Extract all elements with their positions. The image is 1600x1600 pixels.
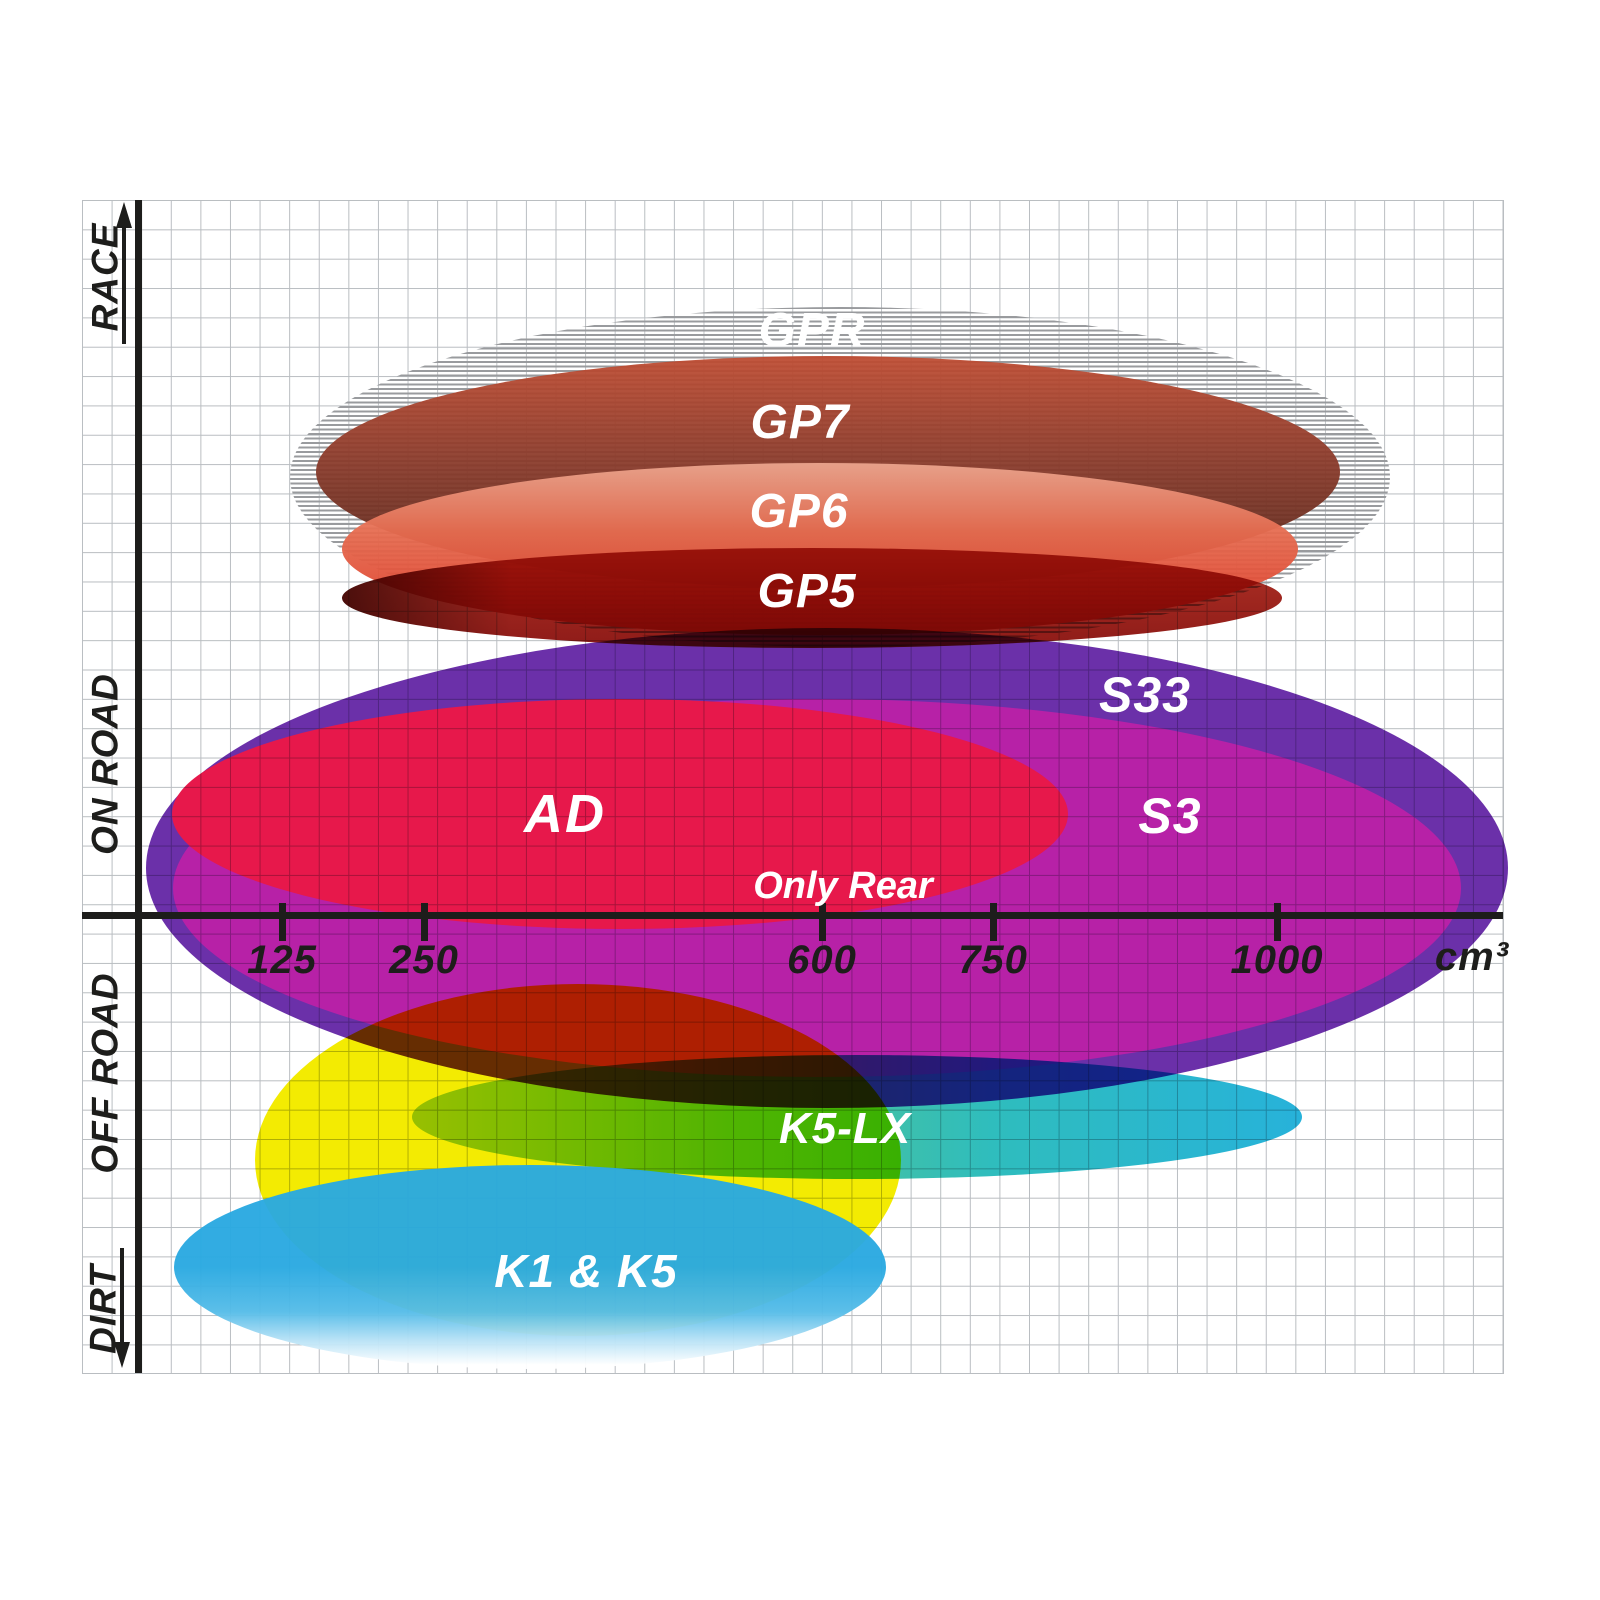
- x-tick-label-250: 250: [389, 938, 459, 982]
- s33-label: S33: [1099, 667, 1191, 723]
- x-tick-750: [990, 903, 997, 941]
- y-axis-line: [135, 200, 142, 1373]
- s3-label: S3: [1138, 788, 1202, 844]
- dirt-down-arrow-icon: [114, 1342, 130, 1368]
- race-up-arrow-shaft: [122, 226, 126, 344]
- k1k5-region-ellipse: [174, 1165, 886, 1369]
- x-tick-125: [279, 903, 286, 941]
- y-label-dirt: DIRT: [82, 1264, 124, 1354]
- dirt-down-arrow-shaft: [120, 1248, 124, 1344]
- only-rear-label: Only Rear: [753, 865, 933, 907]
- y-label-race: RACE: [84, 222, 126, 332]
- x-tick-label-125: 125: [247, 938, 317, 982]
- x-tick-label-600: 600: [787, 938, 857, 982]
- y-label-off-road: OFF ROAD: [84, 972, 126, 1174]
- gp6-label: GP6: [749, 485, 849, 538]
- ad-label: AD: [524, 784, 606, 844]
- x-tick-600: [819, 903, 826, 941]
- x-axis-unit-label: cm³: [1434, 935, 1510, 979]
- x-tick-label-750: 750: [958, 938, 1028, 982]
- k1k5-label: K1 & K5: [494, 1245, 678, 1297]
- k5lx-region-ellipse: [412, 1055, 1302, 1179]
- k5lx-label: K5-LX: [778, 1104, 912, 1153]
- x-tick-1000: [1274, 903, 1281, 941]
- gp7-label: GP7: [750, 396, 850, 449]
- x-tick-250: [421, 903, 428, 941]
- ad-region-ellipse: [172, 699, 1068, 929]
- gpr-label: GPR: [758, 304, 866, 357]
- x-tick-label-1000: 1000: [1230, 938, 1324, 982]
- y-label-on-road: ON ROAD: [84, 673, 126, 855]
- race-up-arrow-icon: [116, 202, 132, 228]
- x-axis-line: [82, 912, 1503, 919]
- gp5-label: GP5: [757, 565, 857, 618]
